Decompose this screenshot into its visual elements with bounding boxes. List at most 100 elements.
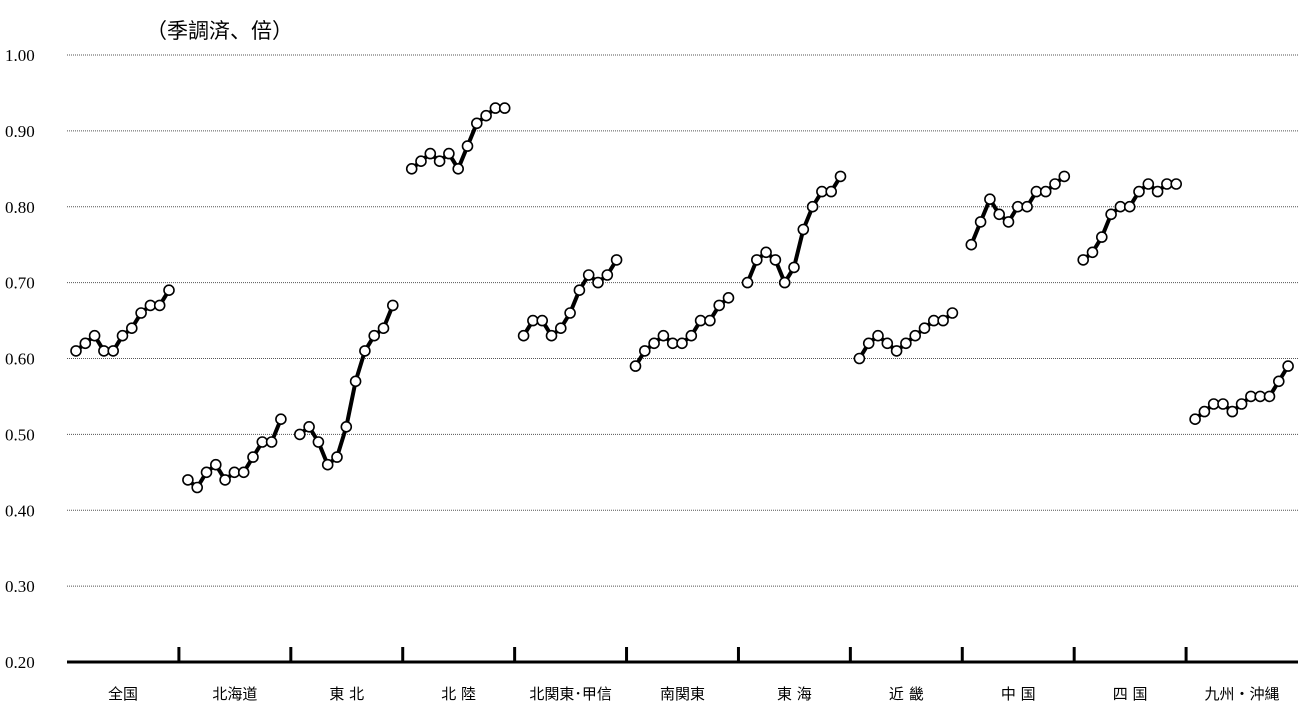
data-point xyxy=(293,428,306,441)
series-10 xyxy=(1077,178,1182,266)
series-group xyxy=(70,102,1294,494)
data-point xyxy=(1049,178,1061,190)
data-point xyxy=(872,329,884,342)
series-6 xyxy=(629,291,735,372)
data-point xyxy=(368,329,381,342)
y-axis-tick-labels: 1.00 0.90 0.80 0.70 0.60 0.50 0.40 0.30 0.20 xyxy=(5,46,35,672)
data-point xyxy=(909,329,922,342)
y-tick-label: 0.60 xyxy=(5,350,35,369)
data-point xyxy=(629,360,642,372)
y-tick-label: 0.30 xyxy=(5,577,35,596)
data-point xyxy=(676,337,688,350)
data-point xyxy=(498,102,511,114)
data-point xyxy=(461,140,474,152)
data-point xyxy=(1263,390,1276,403)
data-point xyxy=(424,147,437,160)
data-point xyxy=(853,352,866,365)
series-line xyxy=(521,257,619,338)
data-point xyxy=(1170,178,1182,190)
data-point xyxy=(694,314,707,327)
data-point xyxy=(433,155,446,167)
gridlines xyxy=(67,54,1298,587)
series-11 xyxy=(1189,360,1294,426)
data-point xyxy=(834,170,847,183)
data-point xyxy=(340,420,353,433)
data-point xyxy=(806,200,819,213)
data-point xyxy=(70,345,82,357)
data-point xyxy=(890,345,903,357)
data-point xyxy=(265,436,278,448)
series-line xyxy=(1081,182,1179,262)
data-point xyxy=(303,420,315,433)
x-category-label: 東 海 xyxy=(777,685,812,703)
x-axis xyxy=(67,647,1298,664)
data-point xyxy=(1226,405,1239,418)
data-point xyxy=(778,276,791,289)
data-point xyxy=(564,307,576,319)
data-point xyxy=(377,322,390,335)
data-point xyxy=(825,185,838,198)
x-category-label: 四 国 xyxy=(1113,685,1148,703)
data-point xyxy=(415,155,427,167)
y-tick-label: 0.20 xyxy=(5,653,35,672)
series-8 xyxy=(853,307,959,365)
data-point xyxy=(88,329,101,342)
data-point xyxy=(1254,390,1266,403)
data-point xyxy=(517,329,530,342)
x-category-label: 全国 xyxy=(108,685,138,703)
x-category-label: 北海道 xyxy=(212,685,257,703)
data-point xyxy=(554,322,567,335)
series-1 xyxy=(70,284,175,357)
data-point xyxy=(862,337,875,350)
data-point xyxy=(713,299,726,312)
data-point xyxy=(900,337,912,350)
data-point xyxy=(1002,216,1015,228)
data-point xyxy=(1273,375,1285,388)
x-category-label: 北関東･甲信 xyxy=(529,685,612,703)
data-point xyxy=(210,458,222,471)
y-tick-label: 0.80 xyxy=(5,198,35,217)
data-point xyxy=(657,329,670,342)
data-point xyxy=(1039,185,1052,198)
data-point xyxy=(760,246,772,259)
data-point xyxy=(1142,178,1155,190)
series-2 xyxy=(182,413,287,494)
data-point xyxy=(610,254,623,266)
x-category-label: 中 国 xyxy=(1001,685,1036,703)
data-point xyxy=(1058,170,1071,183)
data-point xyxy=(601,269,614,281)
data-point xyxy=(741,276,754,289)
x-axis-category-labels: 全国 北海道 東 北 北 陸 北関東･甲信 南関東 東 海 近 畿 中 国 四 国 九州・沖縄 xyxy=(108,685,1280,703)
data-point xyxy=(219,474,231,486)
data-point xyxy=(573,284,586,297)
series-3 xyxy=(293,299,399,471)
data-point xyxy=(1123,200,1136,213)
data-point xyxy=(312,436,325,448)
data-point xyxy=(638,345,651,357)
data-point xyxy=(1105,208,1117,221)
data-point xyxy=(722,291,735,304)
data-point xyxy=(648,337,660,350)
data-point xyxy=(592,276,604,289)
data-point xyxy=(1207,398,1220,410)
data-point xyxy=(182,474,194,486)
x-category-label: 東 北 xyxy=(329,685,364,703)
data-point xyxy=(1235,398,1248,410)
x-category-label: 南関東 xyxy=(660,685,705,703)
data-point xyxy=(993,208,1006,221)
data-point xyxy=(452,163,465,175)
data-point xyxy=(704,314,716,327)
data-point xyxy=(918,322,931,335)
data-point xyxy=(489,102,502,114)
series-4 xyxy=(405,102,511,175)
data-point xyxy=(536,314,549,327)
data-point xyxy=(1077,254,1089,266)
data-point xyxy=(107,345,119,357)
series-5 xyxy=(517,254,623,342)
data-point xyxy=(984,193,996,205)
data-point xyxy=(1282,360,1294,372)
data-point xyxy=(769,254,782,266)
data-point xyxy=(386,299,399,312)
data-point xyxy=(788,261,800,274)
